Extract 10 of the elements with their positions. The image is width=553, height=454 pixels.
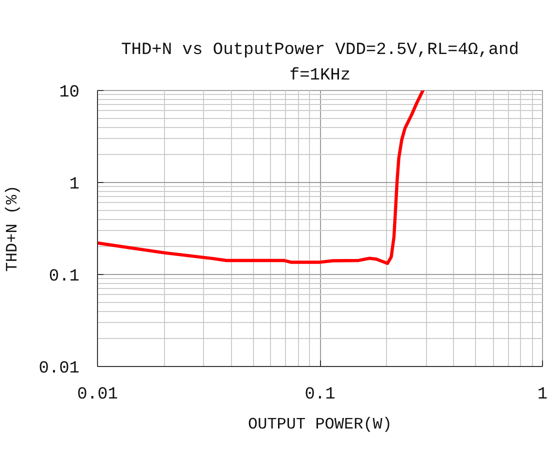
- x-tick-label: 1: [537, 386, 548, 404]
- x-tick-label: 0.01: [77, 386, 118, 404]
- y-tick-label: 0.1: [48, 268, 80, 286]
- y-tick-label: 10: [59, 84, 80, 102]
- x-tick-label: 0.1: [304, 386, 336, 404]
- y-axis-title: THD+N (%): [4, 185, 22, 272]
- x-axis-title: OUTPUT POWER(W): [248, 416, 392, 434]
- chart-title: THD+N vs OutputPower VDD=2.5V,RL=4Ω,and f=1KHz: [121, 40, 519, 86]
- y-tick-label: 1: [69, 176, 80, 194]
- y-tick-label: 0.01: [38, 360, 80, 378]
